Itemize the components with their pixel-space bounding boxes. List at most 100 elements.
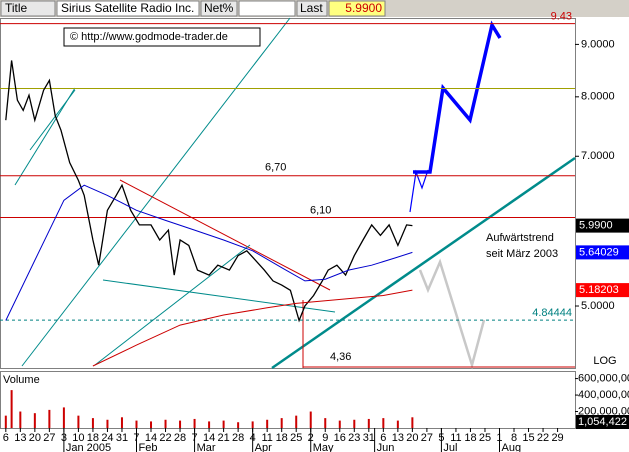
down-trend: [119, 179, 331, 291]
y-tick-label: 8.0000: [581, 91, 615, 103]
y-tick-label: 600,000,00: [578, 372, 629, 384]
x-tick-label: 29: [551, 432, 563, 444]
header-cell: [56, 0, 200, 17]
volume-bar: [106, 419, 109, 428]
x-tick-label: 10: [72, 432, 84, 444]
x-tick-label: 18: [276, 432, 288, 444]
projection: [413, 20, 502, 174]
value-box: [576, 245, 629, 260]
volume-bar: [135, 420, 138, 428]
header-text: Net%: [204, 1, 234, 15]
y-tick-label: 200,000,00: [578, 405, 629, 417]
month-label: Jun: [377, 442, 395, 452]
y-tick-label: 7.0000: [581, 150, 615, 162]
projection: [418, 258, 486, 370]
volume-bar: [193, 418, 196, 428]
x-tick-label: 31: [116, 432, 128, 444]
x-tick-label: 11: [450, 432, 461, 444]
value-box: [576, 415, 629, 429]
value-box-label: 5.9900: [579, 220, 613, 232]
x-tick-label: 28: [232, 432, 244, 444]
x-tick-label: 9: [322, 432, 328, 444]
volume-bar: [309, 411, 312, 428]
value-box: [576, 283, 629, 298]
y-tick-label: 9.0000: [581, 38, 615, 50]
volume-bar: [120, 417, 123, 428]
volume-bar: [48, 409, 51, 428]
header-cell: [296, 0, 328, 17]
volume-bar: [4, 415, 7, 428]
header-cell: [238, 0, 296, 17]
x-tick-label: 11: [261, 432, 272, 444]
x-tick-label: 18: [464, 432, 476, 444]
volume-bar: [150, 421, 153, 428]
volume-bar: [91, 418, 94, 428]
x-tick-label: 13: [14, 432, 26, 444]
x-tick-label: 27: [43, 432, 55, 444]
month-label: Feb: [138, 442, 157, 452]
y-tick-label: 400,000,00: [578, 389, 629, 401]
month-label: Aug: [501, 442, 521, 452]
volume-bar: [266, 419, 269, 428]
volume-bar: [382, 418, 385, 428]
volume-bar: [295, 415, 298, 428]
volume-bar: [251, 421, 254, 428]
annotation: Aufwärtstrend: [486, 232, 554, 244]
scale-label: LOG: [593, 355, 616, 367]
copyright: © http://www.godmode-trader.de: [70, 31, 228, 43]
volume-bar: [338, 420, 341, 428]
volume-bar: [62, 407, 65, 428]
volume-panel: [0, 371, 576, 429]
volume-bar: [324, 418, 327, 428]
level-label: 6,70: [265, 162, 286, 174]
x-tick-label: 16: [334, 432, 346, 444]
x-tick-label: 18: [87, 432, 99, 444]
header-text: Sirius Satellite Radio Inc.: [61, 1, 194, 15]
channel-line: [29, 89, 76, 151]
header-cell: [328, 0, 386, 17]
x-tick-label: 15: [522, 432, 534, 444]
level-label: 9.43: [551, 11, 572, 23]
value-box-label: 5.64029: [579, 246, 619, 258]
header-cell: [0, 0, 56, 17]
x-tick-label: 6: [380, 432, 386, 444]
price-line: [5, 60, 413, 323]
x-tick-label: 23: [348, 432, 360, 444]
x-tick-label: 24: [101, 432, 113, 444]
annotation: seit März 2003: [486, 248, 558, 260]
volume-bar: [33, 413, 36, 428]
x-tick-label: 22: [537, 432, 549, 444]
volume-bar: [280, 418, 283, 428]
price-line: [92, 289, 413, 367]
volume-bar: [396, 420, 399, 428]
volume-bar: [208, 421, 211, 428]
header-text: Title: [5, 1, 28, 15]
drawings: [14, 17, 576, 370]
price-panel: [0, 18, 576, 369]
copyright-box: [63, 27, 261, 47]
x-tick-label: 22: [159, 432, 171, 444]
x-tick-label: 14: [145, 432, 157, 444]
x-tick-label: 25: [290, 432, 302, 444]
x-tick-label: 28: [174, 432, 186, 444]
y-tick-label: 5.0000: [581, 300, 615, 312]
value-box-label: 1,054,422: [578, 416, 627, 428]
header: Title Sirius Satellite Radio Inc. Net% L…: [0, 0, 629, 17]
level-label: 4.84444: [532, 307, 572, 319]
level-label: 6,10: [310, 204, 331, 216]
volume-bar: [19, 411, 22, 428]
price-line: [5, 184, 413, 321]
volume-bar: [164, 419, 167, 428]
volume-bar: [10, 390, 13, 428]
month-label: Jan 2005: [66, 442, 111, 452]
header-text: 5.9900: [345, 1, 382, 15]
volume-bar: [179, 420, 182, 428]
volume-bar: [367, 418, 370, 428]
x-tick-label: 20: [29, 432, 41, 444]
x-tick-label: 20: [406, 432, 418, 444]
month-label: Jul: [443, 442, 457, 452]
projection: [409, 169, 429, 213]
